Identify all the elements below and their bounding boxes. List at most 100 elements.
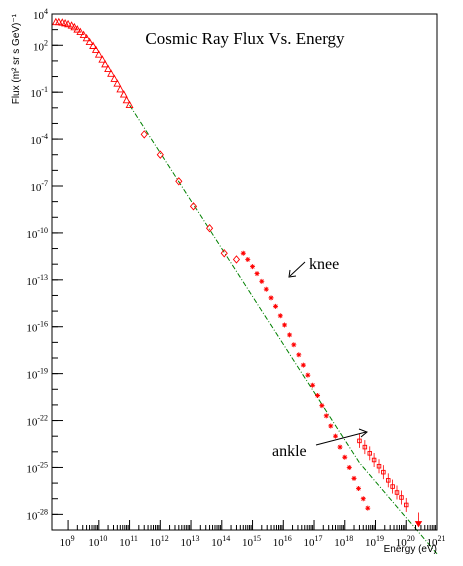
data-point-square — [399, 495, 404, 500]
data-point-diamond — [220, 249, 228, 258]
data-point-triangle-down — [414, 521, 423, 528]
data-point-triangle — [94, 50, 103, 58]
annotation-knee: knee — [309, 256, 339, 273]
data-point-star — [342, 454, 348, 460]
data-point-triangle — [101, 59, 110, 68]
y-tick-label: 10-1 — [30, 85, 48, 100]
data-point-triangle — [107, 69, 116, 77]
data-point-star — [305, 372, 311, 378]
x-axis-title: Energy (eV) — [384, 544, 437, 555]
data-point-triangle — [98, 55, 107, 63]
x-tick-label: 1010 — [88, 534, 107, 549]
data-point-triangle — [104, 64, 113, 73]
data-point-diamond — [175, 177, 183, 186]
data-point-star — [333, 433, 339, 439]
data-point-square — [371, 457, 377, 463]
annotation-knee-arrow — [289, 261, 306, 277]
x-tick-label: 1014 — [211, 534, 230, 549]
data-point-star — [287, 332, 293, 338]
data-point-star — [337, 444, 343, 450]
x-tick-label: 1013 — [181, 534, 200, 549]
data-point-star — [300, 362, 306, 368]
x-tick-label: 1015 — [242, 534, 261, 549]
x-tick-label: 1016 — [273, 534, 292, 549]
annotation-ankle-arrowhead — [358, 428, 368, 438]
y-tick-label: 10-13 — [26, 273, 48, 288]
reference-line-layer — [129, 104, 438, 555]
data-point-triangle — [116, 84, 125, 93]
data-point-star — [291, 342, 297, 348]
data-point-triangle — [89, 41, 98, 49]
data-point-diamond — [156, 150, 164, 159]
y-tick-label: 10-7 — [30, 179, 48, 194]
annotation-knee-arrowhead — [288, 269, 297, 278]
data-point-triangle — [113, 79, 122, 87]
x-tick-label: 1019 — [365, 534, 384, 549]
y-tick-label: 10-4 — [30, 132, 48, 147]
data-point-square — [386, 478, 391, 483]
data-point-star — [250, 264, 256, 270]
data-point-star — [323, 413, 329, 419]
y-tick-label: 10-16 — [26, 320, 48, 335]
x-tick-label: 109 — [60, 534, 75, 549]
x-tick-label: 1017 — [304, 534, 323, 549]
data-point-diamond — [189, 202, 198, 211]
data-point-star — [310, 382, 316, 388]
axes-layer: 109 1010 1011 1012 1013 1014 1015 1016 1017 1018 1… — [26, 7, 445, 549]
x-tick-label: 1011 — [119, 534, 138, 549]
data-point-diamond — [232, 255, 241, 264]
y-tick-label: 10-25 — [26, 460, 48, 475]
data-point-triangle — [64, 19, 73, 28]
data-point-star — [319, 403, 325, 409]
y-tick-label: 10-19 — [26, 367, 48, 382]
y-tick-label: 10-10 — [26, 226, 48, 241]
data-point-star — [268, 295, 274, 301]
data-point-star — [328, 423, 334, 429]
y-tick-label: 104 — [33, 7, 48, 22]
data-point-triangle — [91, 45, 100, 53]
data-point-triangle — [85, 37, 94, 46]
data-points-layer — [51, 17, 423, 528]
data-point-star — [273, 303, 279, 309]
data-point-star — [282, 322, 288, 328]
y-axis-title: Flux (m² sr s GeV)⁻¹ — [11, 13, 22, 104]
data-point-diamond — [205, 224, 214, 233]
data-point-star — [277, 313, 283, 319]
data-point-triangle — [122, 95, 131, 104]
y-tick-label: 10-28 — [26, 507, 48, 522]
plot-frame — [51, 13, 438, 531]
data-point-square — [390, 484, 395, 489]
data-point-star — [315, 392, 321, 398]
data-point-star — [263, 286, 269, 292]
data-point-star — [245, 256, 251, 262]
annotation-ankle: ankle — [272, 443, 307, 460]
data-point-star — [346, 464, 352, 470]
data-point-star — [365, 505, 371, 511]
x-tick-label: 1018 — [334, 534, 353, 549]
data-point-square — [362, 444, 368, 450]
chart-title: Cosmic Ray Flux Vs. Energy — [145, 29, 345, 48]
data-point-square — [381, 469, 386, 475]
annotations-layer: knee ankle — [272, 256, 368, 460]
data-point-star — [356, 486, 362, 492]
reference-line — [129, 104, 438, 555]
data-point-star — [351, 475, 357, 481]
y-tick-label: 102 — [33, 38, 48, 53]
data-point-square — [376, 463, 382, 469]
data-point-triangle — [73, 25, 82, 33]
data-point-triangle — [82, 33, 91, 42]
data-point-star — [254, 271, 260, 277]
x-tick-label: 1021 — [427, 534, 446, 549]
data-point-triangle — [54, 17, 63, 26]
data-point-square — [357, 438, 362, 444]
data-point-star — [240, 250, 246, 256]
data-point-diamond — [140, 130, 148, 139]
x-tick-label: 1020 — [396, 534, 415, 549]
data-point-triangle — [76, 27, 85, 36]
data-point-star — [259, 278, 265, 284]
x-tick-label: 1012 — [150, 534, 169, 549]
data-point-triangle — [70, 22, 79, 31]
